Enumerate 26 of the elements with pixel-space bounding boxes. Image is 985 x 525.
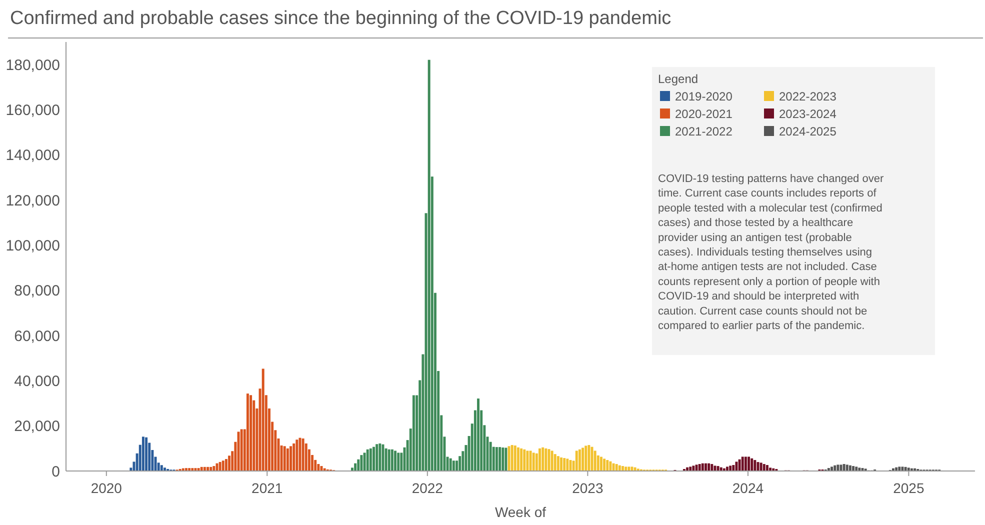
y-tick-label: 120,000 [6,192,60,210]
legend-label: 2021-2022 [675,124,733,138]
y-tick-label: 140,000 [6,147,60,164]
y-tick-label: 40,000 [14,372,60,390]
x-tick-label: 2021 [252,480,283,496]
legend-label: 2024-2025 [779,124,837,138]
text: COVID-19 testing patterns have changed over time. Current case counts includes reports of people tested with a molecular test (confirmed cases) and those tested by a healthcare provider using an antigen test (probable cases). Individuals testing themselves using at-home antigen tests are not included. Case counts represent only a portion of people with COVID-19 and should be interpreted with caution. Current case counts should not be compared to earlier parts of the pandemic. [658,173,884,332]
x-tick-label: 2020 [90,480,122,496]
y-tick-label: 180,000 [6,56,60,74]
legend-label: 2020-2021 [675,107,733,121]
legend-label: 2019-2020 [675,90,733,104]
x-tick-label: 2023 [572,480,604,496]
x-axis-title: Week of [494,504,546,520]
legend-title: Legend [658,72,698,86]
y-tick-label: 100,000 [6,237,60,254]
y-tick-label: 160,000 [6,102,60,119]
x-tick-label: 2022 [412,480,444,496]
x-tick-label: 2025 [893,480,924,496]
chart-title: Confirmed and probable cases since the beginning of the COVID-19 pandemic [10,8,672,29]
legend-label: 2023-2024 [779,107,837,121]
y-tick-label: 60,000 [14,328,60,345]
y-tick-label: 20,000 [14,418,60,436]
y-tick-label: 80,000 [14,282,60,300]
x-tick-label: 2024 [732,480,764,496]
legend-label: 2022-2023 [779,90,837,104]
y-tick-label: 0 [52,463,60,480]
